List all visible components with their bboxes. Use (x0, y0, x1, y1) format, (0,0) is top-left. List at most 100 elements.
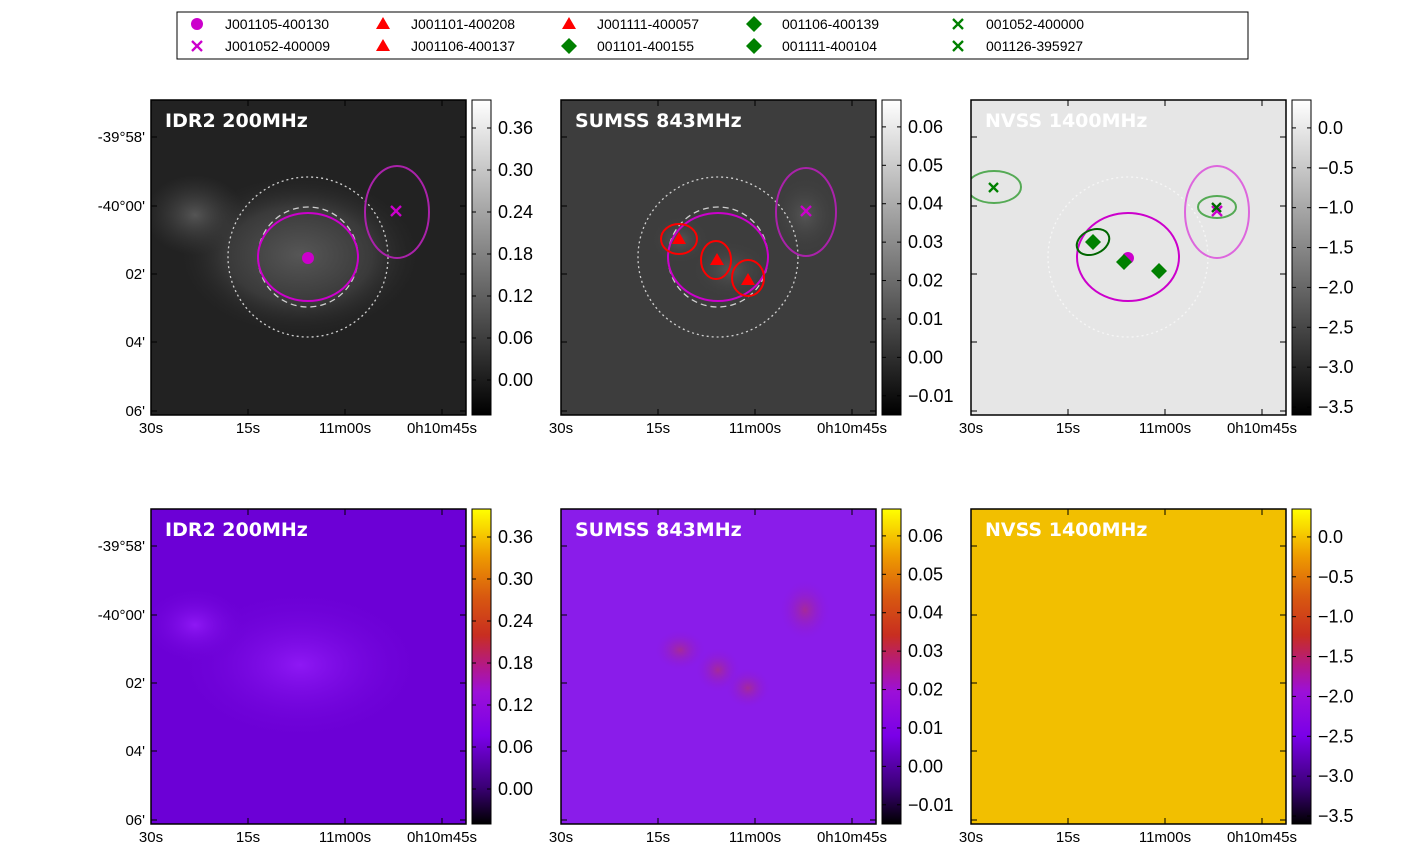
legend-entry: J001101-400208 (376, 16, 515, 32)
x-tick-label: 11m00s (319, 829, 371, 846)
legend-diamond-marker (561, 38, 577, 54)
x-tick-label: 11m00s (729, 420, 781, 437)
colorbar-tick-label: 0.03 (908, 232, 943, 252)
colorbar-tick-label: −2.0 (1318, 686, 1354, 706)
x-tick-label: 0h10m45s (407, 829, 477, 846)
legend-x-marker (952, 18, 964, 30)
colorbar-gradient (1291, 508, 1312, 825)
panel-axes: 30s 15s 11m00s 0h10m45s (959, 509, 1297, 846)
colorbar-tick-label: 0.18 (498, 653, 533, 673)
colorbar: 0.0 −0.5 −1.0 −1.5 −2.0 −2.5 −3.0 −3.5 (1291, 508, 1354, 826)
panel-sumss-gnuplot: SUMSS 843MHz (560, 508, 877, 825)
colorbar-tick-label: −3.5 (1318, 397, 1354, 417)
panel-axes: 30s 15s 11m00s 0h10m45s (549, 100, 887, 437)
y-tick-label: 06' (125, 812, 145, 829)
source-ellipse-green (1197, 195, 1237, 219)
colorbar-gradient (881, 508, 902, 825)
panel-title: NVSS 1400MHz (985, 519, 1147, 541)
panel-nvss-gnuplot: NVSS 1400MHz (970, 508, 1287, 825)
colorbar-tick-label: 0.01 (908, 718, 943, 738)
colorbar-tick-label: 0.06 (908, 117, 943, 137)
plot-frame (970, 99, 1287, 416)
y-tick-label: 06' (125, 403, 145, 420)
legend-entry: 001126-395927 (952, 38, 1083, 54)
y-tick-label: 04' (125, 743, 145, 760)
colorbar-tick-label: 0.05 (908, 564, 943, 584)
colorbar: 0.36 0.30 0.24 0.18 0.12 0.06 0.00 (471, 99, 533, 416)
x-tick-label: 15s (1056, 829, 1080, 846)
legend-label: J001101-400208 (411, 16, 515, 32)
legend-frame (176, 11, 1249, 60)
source-ellipse (1076, 212, 1180, 302)
colorbar-tick-label: −3.0 (1318, 357, 1354, 377)
plot-frame (970, 508, 1287, 825)
colorbar-tick-label: −2.0 (1318, 277, 1354, 297)
colorbar-tick-label: −3.0 (1318, 766, 1354, 786)
colorbar-tick-label: 0.05 (908, 155, 943, 175)
colorbar-tick-label: 0.06 (498, 737, 533, 757)
colorbar-gradient (471, 508, 492, 825)
source-ellipse-red (731, 259, 765, 297)
x-tick-label: 30s (549, 829, 573, 846)
colorbar-tick-label: 0.30 (498, 160, 533, 180)
colorbar-tick-label: 0.0 (1318, 527, 1343, 547)
legend-label: J001052-400009 (225, 38, 330, 54)
emission-blob (770, 175, 840, 255)
legend-x-marker (952, 40, 964, 52)
marker-diamond (1116, 254, 1132, 270)
colorbar-tick-label: 0.24 (498, 202, 533, 222)
colorbar: 0.36 0.30 0.24 0.18 0.12 0.06 0.00 (471, 508, 533, 825)
legend: J001105-400130 J001052-400009 J001101-4002… (176, 11, 1249, 60)
colorbar-tick-label: −2.5 (1318, 317, 1354, 337)
colorbar-tick-label: −3.5 (1318, 806, 1354, 826)
colorbar-gradient (881, 99, 902, 416)
image-background (971, 509, 1286, 824)
colorbar-tick-label: 0.36 (498, 118, 533, 138)
colorbar-tick-label: −0.5 (1318, 158, 1354, 178)
y-tick-label: -40°00' (98, 198, 145, 215)
panel-idr2-gnuplot: IDR2 200MHz (150, 508, 467, 825)
legend-entry: 001101-400155 (561, 38, 694, 54)
x-tick-label: 0h10m45s (1227, 829, 1297, 846)
legend-diamond-marker (746, 16, 762, 32)
colorbar-tick-label: −2.5 (1318, 726, 1354, 746)
x-tick-label: 30s (959, 420, 983, 437)
legend-entry: 001106-400139 (746, 16, 879, 32)
marker-triangle (672, 232, 686, 244)
colorbar: 0.06 0.05 0.04 0.03 0.02 0.01 0.00 −0.01 (881, 99, 954, 416)
marker-triangle (741, 273, 755, 285)
source-ellipse-red (700, 240, 732, 280)
colorbar-tick-label: 0.02 (908, 271, 943, 291)
legend-label: 001106-400139 (782, 16, 879, 32)
legend-diamond-marker (746, 38, 762, 54)
legend-entry: 001111-400104 (746, 38, 877, 54)
panel-title: IDR2 200MHz (165, 110, 308, 132)
colorbar-tick-label: 0.12 (498, 286, 533, 306)
y-tick-label: 02' (125, 675, 145, 692)
x-tick-label: 15s (646, 420, 670, 437)
colorbar-tick-label: 0.18 (498, 244, 533, 264)
marker-diamond (1151, 263, 1167, 279)
colorbar-tick-label: 0.00 (908, 756, 943, 776)
legend-label: J001105-400130 (225, 16, 329, 32)
plot-frame (150, 99, 467, 416)
colorbar-tick-label: −1.5 (1318, 238, 1354, 258)
plot-frame (560, 508, 877, 825)
x-tick-label: 15s (236, 420, 260, 437)
colorbar-tick-label: 0.12 (498, 695, 533, 715)
legend-entry: J001105-400130 (191, 16, 329, 32)
x-tick-label: 11m00s (319, 420, 371, 437)
y-tick-label: -39°58' (98, 538, 145, 555)
legend-entry: J001052-400009 (191, 38, 330, 54)
source-ellipse (1184, 165, 1250, 259)
plot-frame (560, 99, 877, 416)
x-tick-label: 0h10m45s (817, 420, 887, 437)
marker-circle (302, 252, 314, 264)
colorbar-tick-label: 0.01 (908, 309, 943, 329)
panel-idr2-gray: IDR2 200MHz (150, 99, 467, 416)
colorbar-tick-label: −0.01 (908, 386, 954, 406)
x-tick-label: 30s (549, 420, 573, 437)
panel-title: SUMSS 843MHz (575, 519, 742, 541)
search-radius-outer (637, 176, 799, 338)
